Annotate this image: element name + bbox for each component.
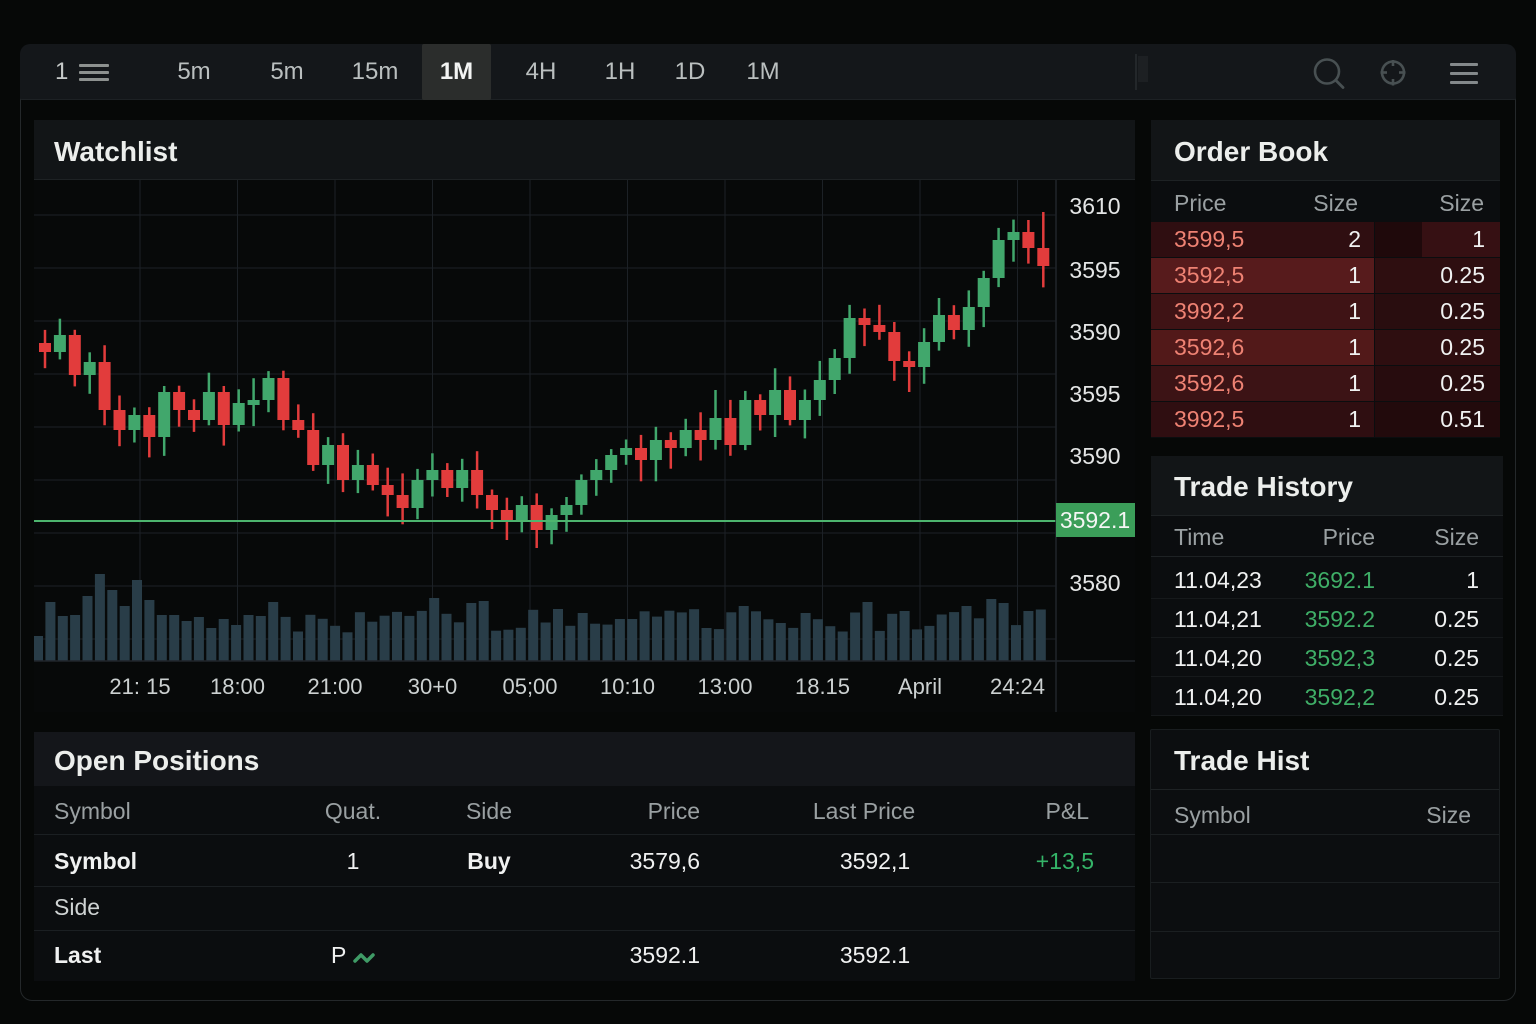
svg-text:13:00: 13:00	[697, 674, 752, 699]
svg-text:18:00: 18:00	[210, 674, 265, 699]
svg-text:24:24: 24:24	[990, 674, 1045, 699]
svg-text:30+0: 30+0	[408, 674, 458, 699]
svg-text:18.15: 18.15	[795, 674, 850, 699]
svg-text:3592.1: 3592.1	[1060, 507, 1130, 533]
svg-text:3590: 3590	[1069, 443, 1120, 469]
svg-text:05;00: 05;00	[502, 674, 557, 699]
svg-text:21: 15: 21: 15	[109, 674, 170, 699]
svg-text:3595: 3595	[1069, 257, 1120, 283]
svg-text:21:00: 21:00	[307, 674, 362, 699]
svg-text:3590: 3590	[1069, 319, 1120, 345]
svg-text:3610: 3610	[1069, 193, 1120, 219]
svg-text:3595: 3595	[1069, 381, 1120, 407]
svg-text:10:10: 10:10	[600, 674, 655, 699]
svg-text:3580: 3580	[1069, 570, 1120, 596]
svg-text:April: April	[898, 674, 942, 699]
